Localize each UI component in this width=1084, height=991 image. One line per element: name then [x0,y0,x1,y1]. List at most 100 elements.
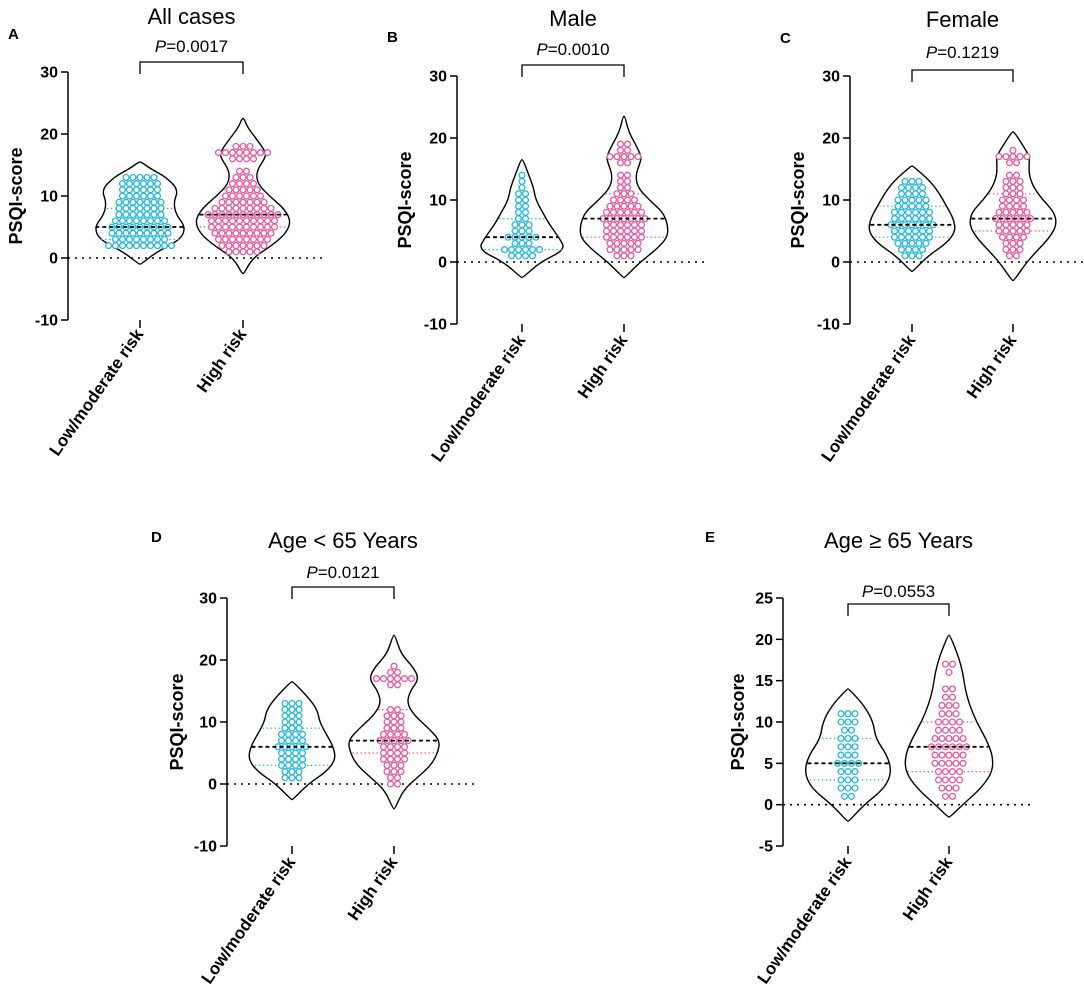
data-point [1005,171,1014,179]
data-point [945,701,953,710]
data-point [277,755,286,763]
y-tick-label: 0 [831,255,840,272]
data-point [837,751,845,759]
data-point [634,202,642,210]
data-point [218,229,226,237]
data-point [837,784,845,792]
data-point [613,239,621,247]
data-point [386,743,395,751]
data-point [139,242,148,250]
data-point [167,242,176,250]
data-point [948,776,957,784]
p-value-label: P=0.1219 [926,43,999,62]
data-point [295,712,303,720]
data-point [959,734,967,743]
data-point [630,208,639,216]
data-point [393,743,402,751]
data-point [507,252,516,260]
data-point [249,180,258,188]
data-point [256,223,265,231]
data-point [606,239,614,247]
data-point [620,153,628,161]
significance-bracket [139,61,244,74]
data-point [620,239,628,247]
data-point [931,751,939,759]
data-point [139,186,148,194]
data-point [637,233,646,241]
data-point [218,242,226,250]
data-point [232,242,240,250]
data-point [918,215,927,223]
data-point [901,252,909,260]
data-point [925,227,934,235]
significance-bracket [911,69,1014,82]
data-point [214,217,223,225]
p-number: =0.1219 [937,43,999,62]
data-point [938,751,946,759]
data-point [295,699,303,707]
data-point [298,755,307,763]
data-point [277,761,286,769]
y-tick-label: -10 [424,317,447,334]
y-tick-label: 25 [755,591,773,608]
data-point [1009,239,1017,247]
data-point [239,204,247,212]
data-point [249,223,258,231]
data-point [1009,146,1017,154]
data-point [616,171,625,179]
data-point [143,198,151,206]
data-point [115,204,123,212]
data-point [249,149,258,157]
data-point [295,768,303,776]
data-point [623,227,632,235]
data-point [602,208,611,216]
data-point [136,229,144,237]
data-point [609,196,618,204]
data-point [383,768,391,776]
data-point [1016,190,1024,198]
data-point [253,204,261,212]
data-point [225,248,233,256]
data-point [518,184,526,192]
data-point [945,734,953,743]
data-point [390,712,398,720]
data-point [934,776,943,784]
data-point [160,235,169,243]
data-point [291,761,300,769]
data-point [938,759,946,767]
data-point [118,242,127,250]
p-number: =0.0010 [548,40,610,59]
data-point [118,235,127,243]
data-point [938,784,946,792]
data-point [281,718,289,726]
data-point [146,186,155,194]
data-point [379,755,388,763]
data-point [1019,202,1028,210]
data-point [284,761,293,769]
x-category-label: Low/moderate risk [818,331,920,465]
x-category-label: Low/moderate risk [198,853,300,987]
data-point [249,217,258,225]
data-point [298,749,307,757]
data-point [146,192,155,200]
data-point [291,737,300,745]
data-point [1009,153,1017,161]
data-point [840,792,849,800]
data-point [1023,227,1031,235]
data-point [386,730,395,738]
data-point [518,171,526,179]
data-point [627,202,635,210]
data-point [122,204,130,212]
y-tick-label: 20 [429,131,447,148]
data-point [521,208,530,216]
data-point [897,233,906,241]
data-point [125,242,134,250]
data-point [851,784,859,792]
data-point [157,198,165,206]
data-point [281,699,289,707]
data-point [242,167,251,175]
data-point [393,681,402,689]
data-point [263,217,272,225]
y-tick-label: -10 [35,313,58,330]
data-point [211,229,219,237]
